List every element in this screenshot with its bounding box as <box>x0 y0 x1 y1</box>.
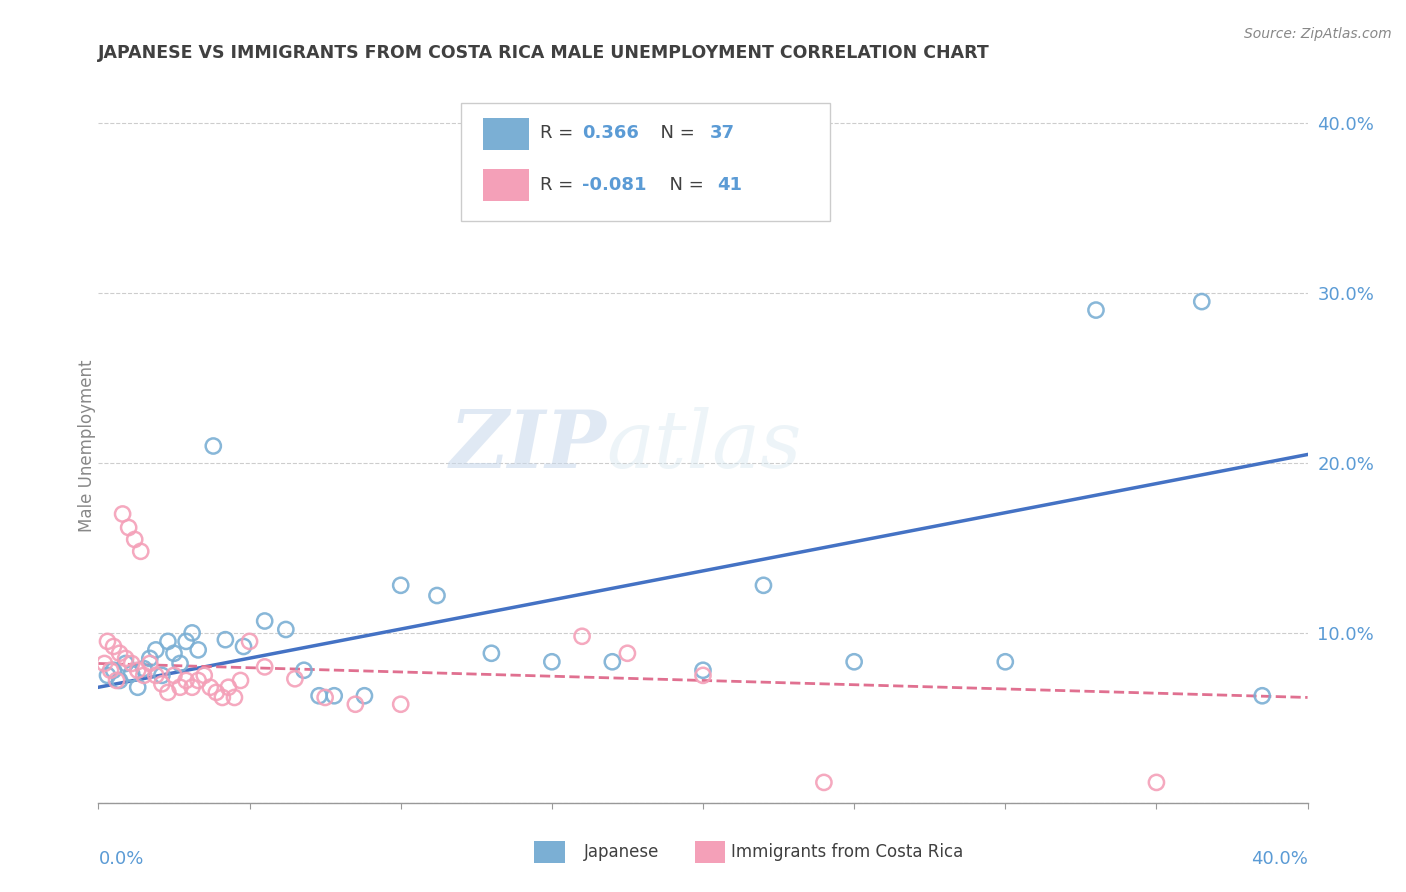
Point <box>132 668 155 682</box>
Point <box>274 623 297 637</box>
Point <box>139 651 162 665</box>
Point <box>127 680 149 694</box>
Point <box>389 698 412 712</box>
Point <box>353 689 375 703</box>
Point <box>217 680 239 694</box>
Point <box>150 668 173 682</box>
Text: R =: R = <box>540 125 579 143</box>
Point <box>224 690 246 705</box>
Point <box>105 673 128 688</box>
Point <box>314 690 336 705</box>
Point <box>187 643 209 657</box>
Text: N =: N = <box>648 125 700 143</box>
Point <box>1191 294 1213 309</box>
Point <box>129 544 152 558</box>
Point <box>132 662 155 676</box>
Point <box>174 673 197 688</box>
Text: Source: ZipAtlas.com: Source: ZipAtlas.com <box>1244 27 1392 41</box>
Point <box>692 663 714 677</box>
Point <box>571 629 593 643</box>
Point <box>181 680 204 694</box>
Point <box>93 657 115 671</box>
Text: 0.0%: 0.0% <box>98 850 143 869</box>
Point <box>121 657 143 671</box>
Point <box>214 632 236 647</box>
Point <box>174 634 197 648</box>
Point <box>323 689 346 703</box>
Point <box>426 589 449 603</box>
Point <box>111 507 134 521</box>
Text: Japanese: Japanese <box>583 843 659 861</box>
Point <box>145 643 167 657</box>
Point <box>181 626 204 640</box>
Point <box>163 668 186 682</box>
Point <box>103 663 125 677</box>
Point <box>121 666 143 681</box>
Text: Immigrants from Costa Rica: Immigrants from Costa Rica <box>731 843 963 861</box>
Point <box>124 533 146 547</box>
Point <box>344 698 367 712</box>
Point <box>139 657 162 671</box>
Point <box>118 520 141 534</box>
Text: atlas: atlas <box>606 408 801 484</box>
Point <box>163 646 186 660</box>
FancyBboxPatch shape <box>482 118 529 150</box>
Point <box>127 663 149 677</box>
Point <box>232 640 254 654</box>
Point <box>145 668 167 682</box>
Text: ZIP: ZIP <box>450 408 606 484</box>
Text: JAPANESE VS IMMIGRANTS FROM COSTA RICA MALE UNEMPLOYMENT CORRELATION CHART: JAPANESE VS IMMIGRANTS FROM COSTA RICA M… <box>98 45 990 62</box>
Point <box>103 640 125 654</box>
Text: 40.0%: 40.0% <box>1251 850 1308 869</box>
Text: N =: N = <box>658 176 710 194</box>
Y-axis label: Male Unemployment: Male Unemployment <box>79 359 96 533</box>
Point <box>239 634 262 648</box>
Point <box>994 655 1017 669</box>
Point <box>692 668 714 682</box>
Point <box>114 657 136 671</box>
FancyBboxPatch shape <box>482 169 529 202</box>
Point <box>284 672 307 686</box>
Point <box>193 668 215 682</box>
Point <box>253 660 276 674</box>
FancyBboxPatch shape <box>461 103 830 221</box>
Point <box>229 673 252 688</box>
Text: 0.366: 0.366 <box>582 125 638 143</box>
Point <box>200 680 222 694</box>
Text: 41: 41 <box>717 176 742 194</box>
Point <box>187 673 209 688</box>
Point <box>114 651 136 665</box>
Point <box>202 439 225 453</box>
Point <box>156 685 179 699</box>
Point <box>108 646 131 660</box>
Point <box>540 655 562 669</box>
Point <box>96 634 118 648</box>
Point <box>752 578 775 592</box>
Point <box>253 614 276 628</box>
Point <box>1085 303 1108 318</box>
Point <box>205 685 228 699</box>
Point <box>108 673 131 688</box>
Point <box>1144 775 1167 789</box>
Point <box>292 663 315 677</box>
Point <box>616 646 638 660</box>
Point <box>844 655 866 669</box>
Text: 37: 37 <box>710 125 735 143</box>
Point <box>308 689 330 703</box>
Point <box>813 775 835 789</box>
Point <box>100 663 122 677</box>
Point <box>150 677 173 691</box>
Point <box>602 655 624 669</box>
Point <box>156 634 179 648</box>
Point <box>96 668 118 682</box>
Point <box>169 657 191 671</box>
Text: R =: R = <box>540 176 579 194</box>
Text: -0.081: -0.081 <box>582 176 647 194</box>
Point <box>211 690 233 705</box>
Point <box>481 646 503 660</box>
Point <box>169 680 191 694</box>
Point <box>1251 689 1274 703</box>
Point <box>389 578 412 592</box>
